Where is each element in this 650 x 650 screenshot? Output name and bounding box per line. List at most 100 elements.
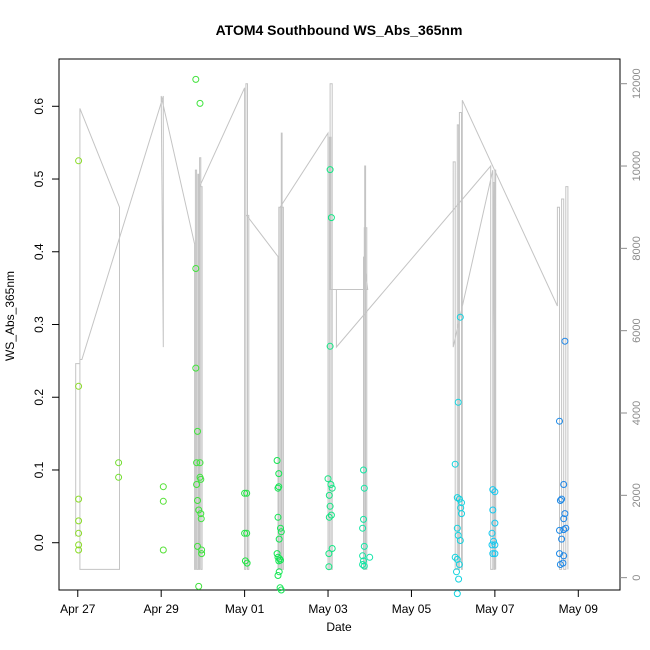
data-point xyxy=(488,541,496,549)
data-point xyxy=(455,561,463,568)
data-point xyxy=(560,526,568,534)
data-point xyxy=(454,398,462,406)
data-point xyxy=(488,529,496,537)
data-point xyxy=(327,214,335,222)
data-point xyxy=(75,546,83,554)
data-point xyxy=(490,537,498,545)
data-point xyxy=(243,529,251,537)
data-point xyxy=(491,550,499,558)
secondary-series-line xyxy=(75,83,569,570)
data-point xyxy=(197,510,205,518)
data-point xyxy=(325,491,333,499)
data-point xyxy=(193,481,201,488)
data-point xyxy=(456,313,464,321)
chart-title: ATOM4 Southbound WS_Abs_365nm xyxy=(216,22,463,38)
data-point xyxy=(75,157,83,165)
data-point xyxy=(197,515,205,523)
data-point xyxy=(194,497,201,504)
data-point xyxy=(489,550,497,558)
data-point xyxy=(195,506,203,514)
y2-tick-label: 10000 xyxy=(631,151,643,182)
y-axis-label: WS_Abs_365nm xyxy=(3,271,17,361)
data-point xyxy=(277,524,284,532)
data-point xyxy=(273,457,281,464)
data-point xyxy=(194,427,201,435)
data-point xyxy=(561,510,569,518)
data-point xyxy=(560,552,568,560)
data-point xyxy=(243,489,251,497)
data-point xyxy=(561,337,569,345)
y2-tick-label: 8000 xyxy=(631,236,643,260)
data-point xyxy=(115,459,123,467)
data-point xyxy=(453,590,461,598)
data-point xyxy=(243,559,251,567)
data-point xyxy=(197,475,205,483)
data-point xyxy=(277,556,284,564)
data-point xyxy=(193,459,201,467)
data-point xyxy=(275,535,283,543)
y2-tick-label: 0 xyxy=(631,575,643,581)
data-point xyxy=(558,495,566,503)
data-point xyxy=(325,513,333,521)
x-tick-label: May 09 xyxy=(559,602,599,616)
data-point xyxy=(277,586,285,594)
data-point xyxy=(359,552,367,560)
data-point xyxy=(75,541,83,549)
data-point xyxy=(458,499,465,507)
data-point xyxy=(75,495,83,503)
data-point xyxy=(360,515,367,523)
data-point xyxy=(275,470,283,478)
data-point xyxy=(192,364,200,372)
x-tick-label: Apr 29 xyxy=(144,602,180,616)
y-tick-label: 0.2 xyxy=(32,389,46,406)
data-point xyxy=(360,542,368,550)
data-point xyxy=(326,166,334,174)
data-point xyxy=(359,561,367,568)
data-point xyxy=(556,550,563,558)
data-point xyxy=(560,481,568,488)
data-point xyxy=(328,484,336,492)
y-tick-label: 0.4 xyxy=(32,243,46,260)
data-point xyxy=(558,535,566,543)
data-point xyxy=(159,497,167,505)
data-point xyxy=(489,486,497,494)
y-tick-label: 0.0 xyxy=(32,534,46,551)
data-point xyxy=(274,572,282,579)
x-tick-label: May 01 xyxy=(225,602,265,616)
x-tick-label: May 07 xyxy=(475,602,515,616)
data-point xyxy=(366,553,374,561)
data-point xyxy=(559,559,567,567)
y-tick-label: 0.6 xyxy=(32,98,46,115)
data-point xyxy=(458,510,465,518)
data-point xyxy=(556,417,563,425)
data-point xyxy=(325,563,333,571)
data-point xyxy=(241,489,249,497)
y2-tick-label: 12000 xyxy=(631,68,643,99)
data-point xyxy=(159,546,167,554)
x-tick-label: Apr 27 xyxy=(60,602,96,616)
data-point xyxy=(192,75,200,83)
data-point xyxy=(75,529,83,537)
data-point xyxy=(325,550,333,558)
data-point xyxy=(159,483,167,491)
data-point xyxy=(198,546,206,554)
data-point xyxy=(360,557,367,565)
data-point xyxy=(196,459,204,467)
x-axis: Apr 27 Apr 29 May 01 May 03 May 05 May 07 May … xyxy=(60,590,598,616)
y2-tick-label: 6000 xyxy=(631,318,643,342)
data-point xyxy=(451,460,459,468)
data-point xyxy=(115,473,123,481)
data-point xyxy=(326,502,334,510)
points-layer xyxy=(75,75,570,598)
y2-tick-label: 4000 xyxy=(631,401,643,425)
data-point xyxy=(491,541,499,549)
data-point xyxy=(198,550,206,558)
y-tick-label: 0.1 xyxy=(32,461,46,478)
x-tick-label: May 03 xyxy=(308,602,348,616)
data-point xyxy=(491,519,499,527)
data-point xyxy=(324,475,332,483)
y-axis-right: 0 2000 4000 6000 8000 10000 12000 xyxy=(620,68,643,581)
data-point xyxy=(195,582,203,590)
data-point xyxy=(192,265,200,272)
